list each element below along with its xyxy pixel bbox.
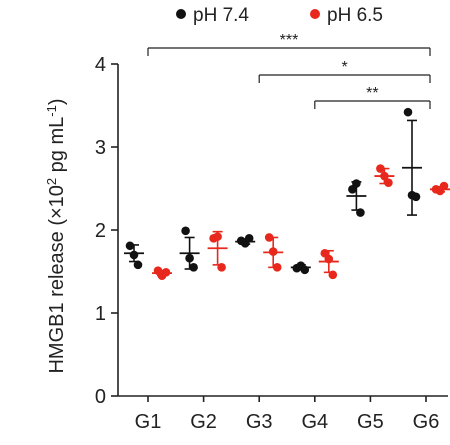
data-point: [181, 226, 190, 236]
significance-label: *: [341, 59, 347, 76]
x-tick-label: G4: [301, 411, 328, 433]
data-point: [352, 179, 361, 188]
data-point: [300, 265, 310, 275]
x-tick-label: G5: [357, 411, 384, 433]
data-point: [380, 171, 389, 181]
y-axis-label-unit: pg mL: [46, 117, 68, 178]
data-point: [268, 247, 278, 256]
y-tick-label: 0: [95, 386, 106, 408]
x-tick-label: G2: [190, 411, 217, 433]
data-point: [356, 208, 365, 217]
y-tick-label: 3: [95, 137, 106, 159]
data-point: [328, 270, 338, 280]
legend-label-ph-6-5: pH 6.5: [327, 5, 383, 26]
data-point: [244, 234, 254, 243]
data-point: [133, 260, 143, 270]
data-point: [189, 263, 198, 272]
data-point: [129, 250, 139, 260]
legend: pH 7.4 pH 6.5: [176, 5, 383, 26]
data-point: [272, 263, 282, 272]
x-tick-label: G1: [135, 411, 162, 433]
y-tick-label: 2: [95, 220, 106, 242]
y-axis-label-exponent: 2: [44, 178, 59, 185]
data-point: [403, 107, 413, 117]
y-axis-label: HMGB1 release (×102 pg mL-1): [44, 98, 69, 373]
y-tick-label: 4: [95, 54, 106, 76]
significance-label: ***: [280, 32, 299, 49]
data-point: [411, 192, 421, 202]
data-point: [161, 268, 171, 277]
significance-label: **: [366, 85, 378, 102]
y-axis-label-main: HMGB1 release (×10: [46, 185, 68, 373]
y-tick-label: 1: [95, 303, 106, 325]
data-point: [384, 178, 393, 187]
data-point: [439, 181, 449, 191]
data-point: [376, 164, 385, 173]
x-axis-ticks: G1 G2 G3 G4 G5 G6: [135, 396, 440, 433]
legend-label-ph-7-4: pH 7.4: [193, 5, 249, 26]
data-point: [324, 254, 334, 264]
data-point: [125, 241, 135, 251]
y-axis-ticks: 0 1 2 3 4: [95, 54, 118, 408]
y-axis-label-close: ): [46, 98, 68, 105]
y-axis-label-unit-exponent: -1: [44, 105, 59, 117]
data-point: [213, 232, 222, 241]
data-point: [217, 263, 226, 272]
legend-marker-ph-7-4: [176, 9, 186, 19]
data-point: [185, 253, 194, 263]
legend-marker-ph-6-5: [310, 9, 320, 19]
data-point: [264, 233, 274, 242]
x-tick-label: G6: [413, 411, 440, 433]
plot-area: [124, 107, 450, 280]
significance-brackets: ******: [147, 32, 431, 109]
x-tick-label: G3: [246, 411, 273, 433]
